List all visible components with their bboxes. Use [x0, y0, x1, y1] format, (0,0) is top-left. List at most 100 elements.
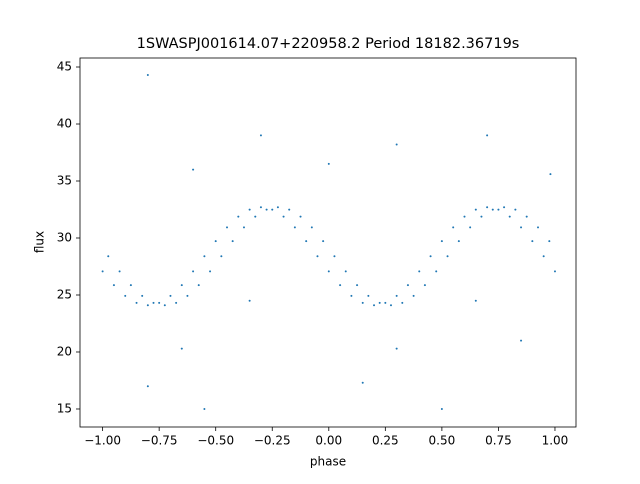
data-point — [412, 294, 415, 297]
data-point — [525, 215, 528, 218]
data-point — [480, 215, 483, 218]
data-point — [180, 347, 183, 350]
data-point — [361, 381, 364, 384]
x-tick-label: 1.00 — [542, 434, 569, 448]
y-tick-label: 25 — [57, 287, 72, 301]
data-point — [203, 407, 206, 410]
data-point — [101, 270, 104, 273]
data-point — [520, 226, 523, 229]
data-point — [503, 206, 506, 209]
data-point — [112, 284, 115, 287]
data-point — [214, 240, 217, 243]
x-tick-label: −0.50 — [197, 434, 234, 448]
data-point — [373, 304, 376, 307]
data-point — [186, 294, 189, 297]
data-point — [310, 226, 313, 229]
data-point — [491, 208, 494, 211]
data-point — [389, 304, 392, 307]
data-point — [446, 255, 449, 258]
data-point — [146, 385, 149, 388]
data-point — [553, 270, 556, 273]
data-point — [203, 255, 206, 258]
data-point — [146, 304, 149, 307]
data-point — [226, 226, 229, 229]
data-point — [107, 255, 110, 258]
data-point — [395, 347, 398, 350]
data-point — [356, 284, 359, 287]
data-point — [548, 240, 551, 243]
data-point — [135, 301, 138, 304]
data-point — [231, 240, 234, 243]
x-axis-label: phase — [310, 455, 346, 469]
x-tick-label: −0.25 — [254, 434, 291, 448]
data-point — [192, 168, 195, 171]
data-point — [299, 215, 302, 218]
y-tick-label: 40 — [57, 117, 72, 131]
data-point — [259, 206, 262, 209]
data-point — [361, 301, 364, 304]
data-point — [429, 255, 432, 258]
data-point — [146, 73, 149, 76]
data-point — [282, 215, 285, 218]
y-tick-label: 45 — [57, 60, 72, 74]
data-point — [542, 255, 545, 258]
data-point — [440, 407, 443, 410]
data-point — [180, 284, 183, 287]
data-point — [152, 301, 155, 304]
x-tick-label: −1.00 — [84, 434, 121, 448]
data-point — [384, 301, 387, 304]
data-point — [259, 134, 262, 137]
data-point — [220, 255, 223, 258]
data-point — [118, 270, 121, 273]
data-point — [367, 294, 370, 297]
data-point — [395, 143, 398, 146]
y-tick-label: 30 — [57, 230, 72, 244]
data-point — [175, 301, 178, 304]
data-point — [423, 284, 426, 287]
data-point — [141, 294, 144, 297]
data-point — [271, 208, 274, 211]
data-point — [440, 240, 443, 243]
data-point — [254, 215, 257, 218]
data-point — [406, 284, 409, 287]
data-point — [327, 162, 330, 165]
data-point — [469, 226, 472, 229]
data-point — [378, 301, 381, 304]
data-point — [474, 299, 477, 302]
data-point — [305, 240, 308, 243]
data-point — [293, 226, 296, 229]
data-point — [514, 208, 517, 211]
data-point — [486, 134, 489, 137]
y-axis-label: flux — [33, 231, 47, 253]
data-point — [237, 215, 240, 218]
data-point — [418, 270, 421, 273]
data-point — [549, 173, 552, 176]
data-point — [435, 270, 438, 273]
data-point — [520, 339, 523, 342]
data-point — [463, 215, 466, 218]
data-point — [288, 208, 291, 211]
data-point — [129, 284, 132, 287]
x-tick-label: 0.75 — [485, 434, 512, 448]
data-point — [401, 301, 404, 304]
y-tick-label: 15 — [57, 401, 72, 415]
data-point — [344, 270, 347, 273]
x-tick-label: 0.00 — [315, 434, 342, 448]
data-point — [339, 284, 342, 287]
x-tick-label: 0.50 — [429, 434, 456, 448]
y-tick-label: 20 — [57, 344, 72, 358]
data-point — [316, 255, 319, 258]
data-point — [209, 270, 212, 273]
data-point — [163, 304, 166, 307]
data-point — [333, 255, 336, 258]
data-point — [537, 226, 540, 229]
data-point — [497, 208, 500, 211]
plot-frame — [79, 57, 577, 428]
data-point — [322, 240, 325, 243]
data-point — [248, 208, 251, 211]
data-point — [242, 226, 245, 229]
data-point — [265, 208, 268, 211]
data-point — [158, 301, 161, 304]
data-point — [452, 226, 455, 229]
